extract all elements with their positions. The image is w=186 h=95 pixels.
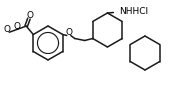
Text: NHHCl: NHHCl: [119, 8, 149, 17]
Text: O: O: [65, 28, 72, 37]
Text: O: O: [3, 25, 10, 34]
Text: O: O: [13, 22, 20, 31]
Text: O: O: [27, 11, 34, 20]
